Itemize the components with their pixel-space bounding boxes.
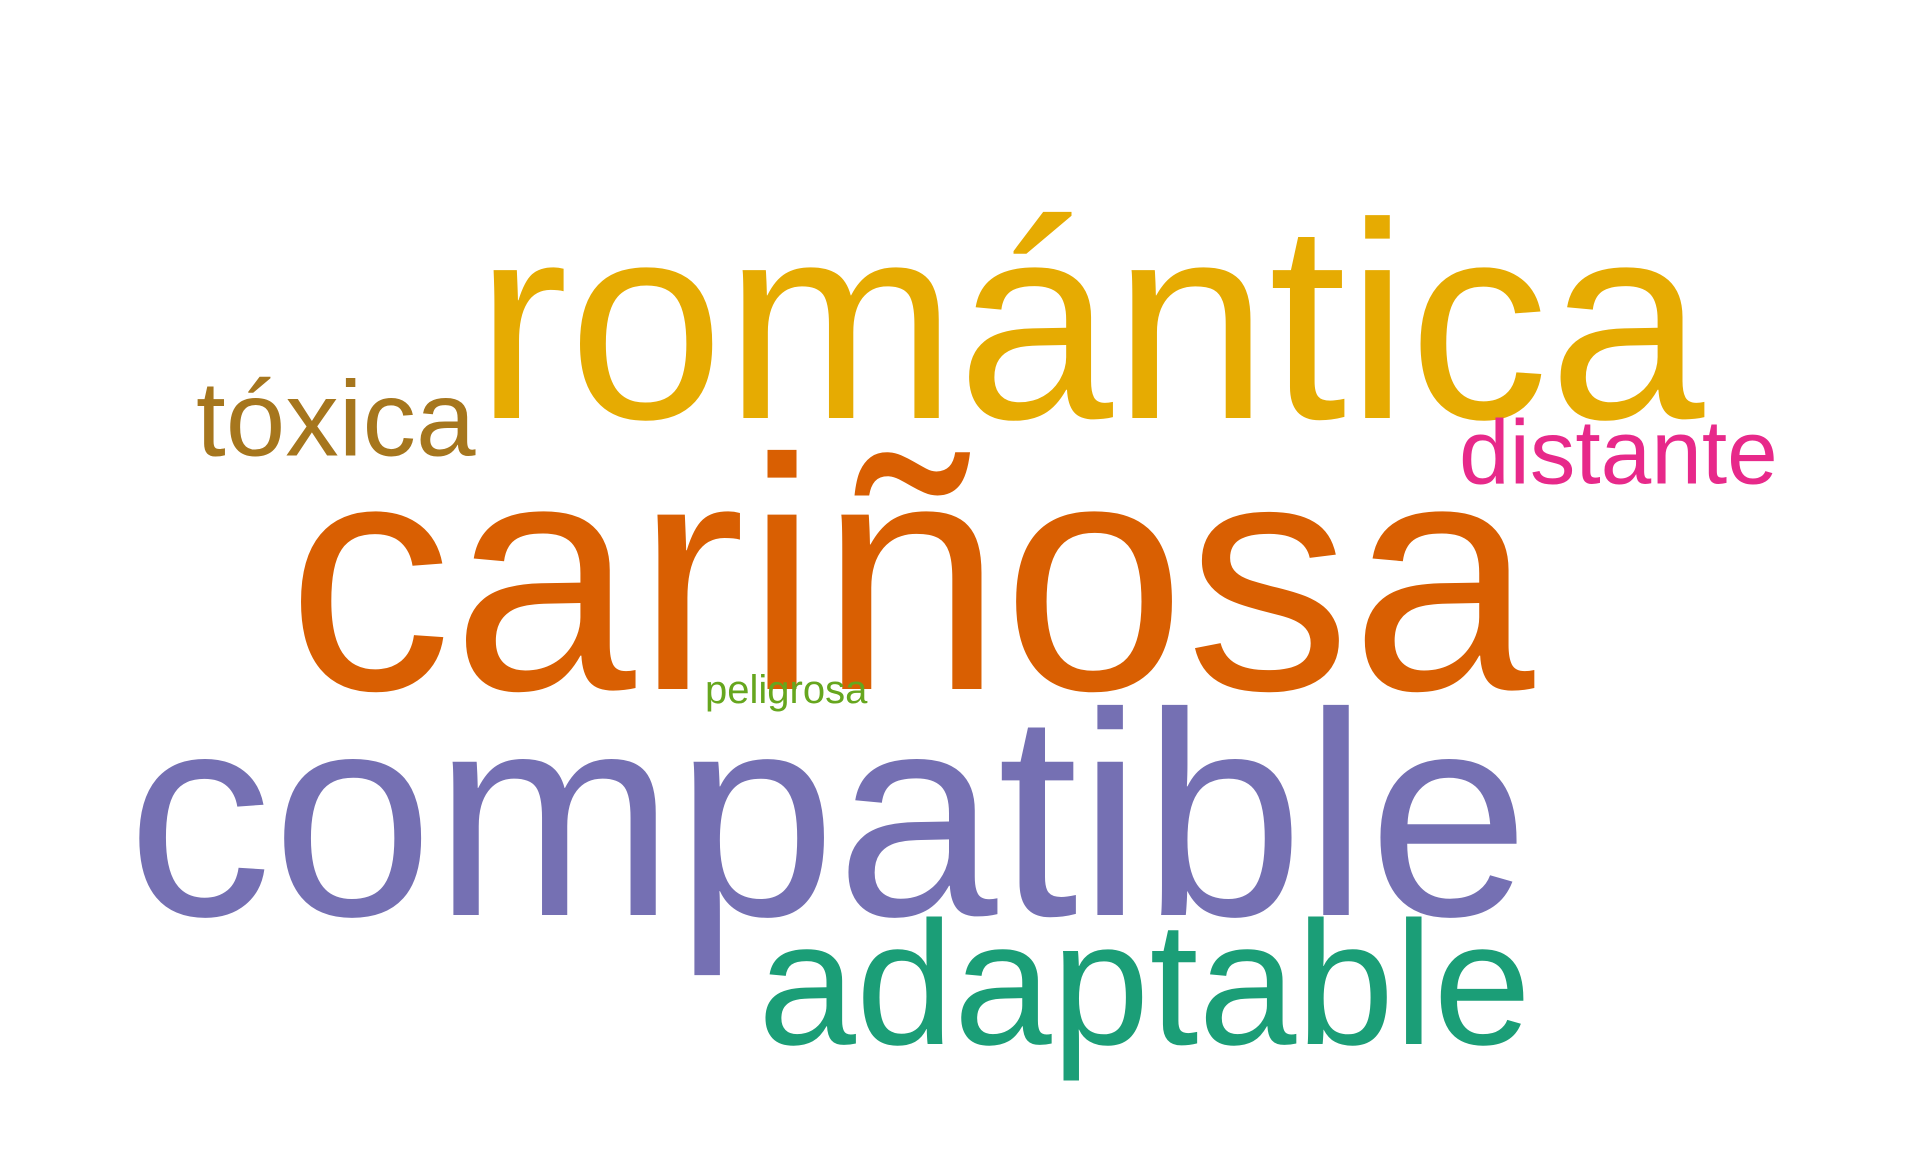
word-toxica: tóxica <box>196 358 476 479</box>
word-peligrosa: peligrosa <box>705 668 868 712</box>
word-carinosa: cariñosa <box>287 390 1535 759</box>
word-compatible: compatible <box>127 653 1530 977</box>
word-romantica: romántica <box>475 166 1705 478</box>
word-adaptable: adaptable <box>758 886 1532 1082</box>
word-distante: distante <box>1459 402 1778 504</box>
